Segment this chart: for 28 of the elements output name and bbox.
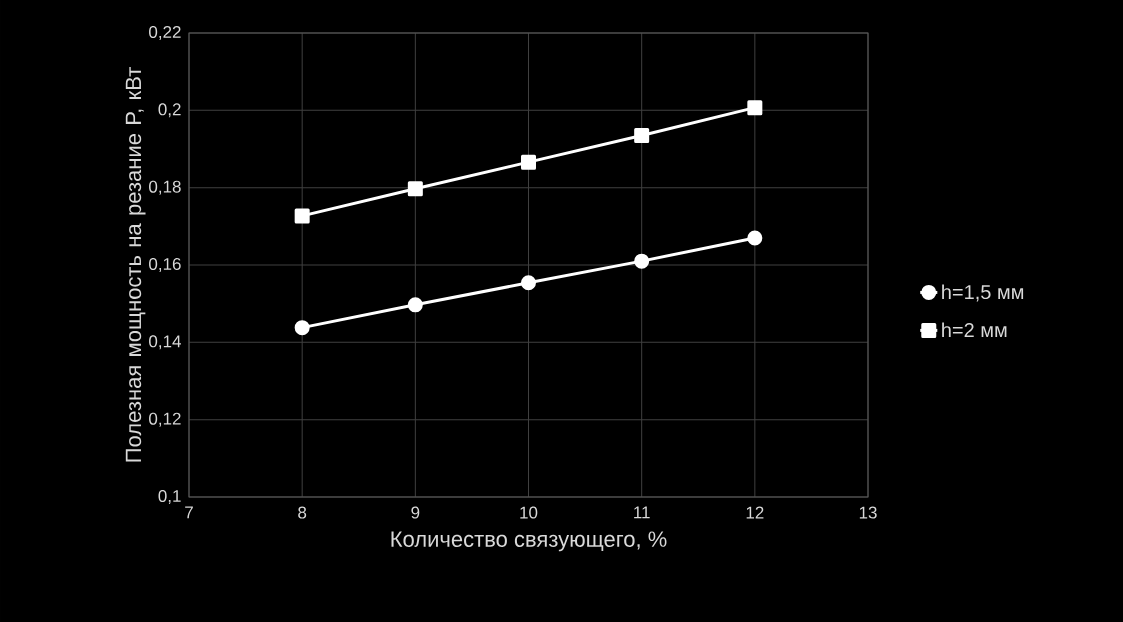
point	[747, 100, 763, 116]
y-tick-label: 0,18	[149, 180, 181, 195]
x-axis-title: Количество связующего, %	[391, 531, 667, 552]
x-tick-label: 13	[859, 506, 877, 519]
point	[634, 253, 650, 269]
y-axis-title: Полезная мощность на резание P, кВт	[125, 67, 146, 462]
x-tick-label: 8	[298, 506, 307, 519]
y-tick-label: 0,14	[149, 335, 181, 350]
point	[294, 208, 310, 224]
x-tick-label: 9	[411, 506, 420, 519]
point	[407, 181, 423, 197]
legend-label: h=1,5 мм	[942, 284, 1024, 302]
point	[521, 154, 536, 170]
y-tick-label: 0,2	[158, 103, 181, 118]
x-tick-label: 7	[185, 506, 193, 519]
y-tick-label: 0,16	[149, 257, 181, 273]
point	[521, 275, 536, 291]
x-tick-label: 11	[634, 506, 650, 519]
y-tick-label: 0,1	[158, 489, 181, 505]
y-tick-label: 0,22	[149, 25, 181, 41]
point	[747, 230, 763, 246]
point	[407, 297, 423, 313]
x-tick-label: 12	[746, 506, 764, 519]
y-tick-label: 0,12	[149, 412, 181, 427]
legend-label: h=2 мм	[942, 322, 1007, 337]
point	[294, 320, 310, 336]
point	[634, 127, 650, 143]
x-tick-label: 10	[520, 506, 538, 519]
